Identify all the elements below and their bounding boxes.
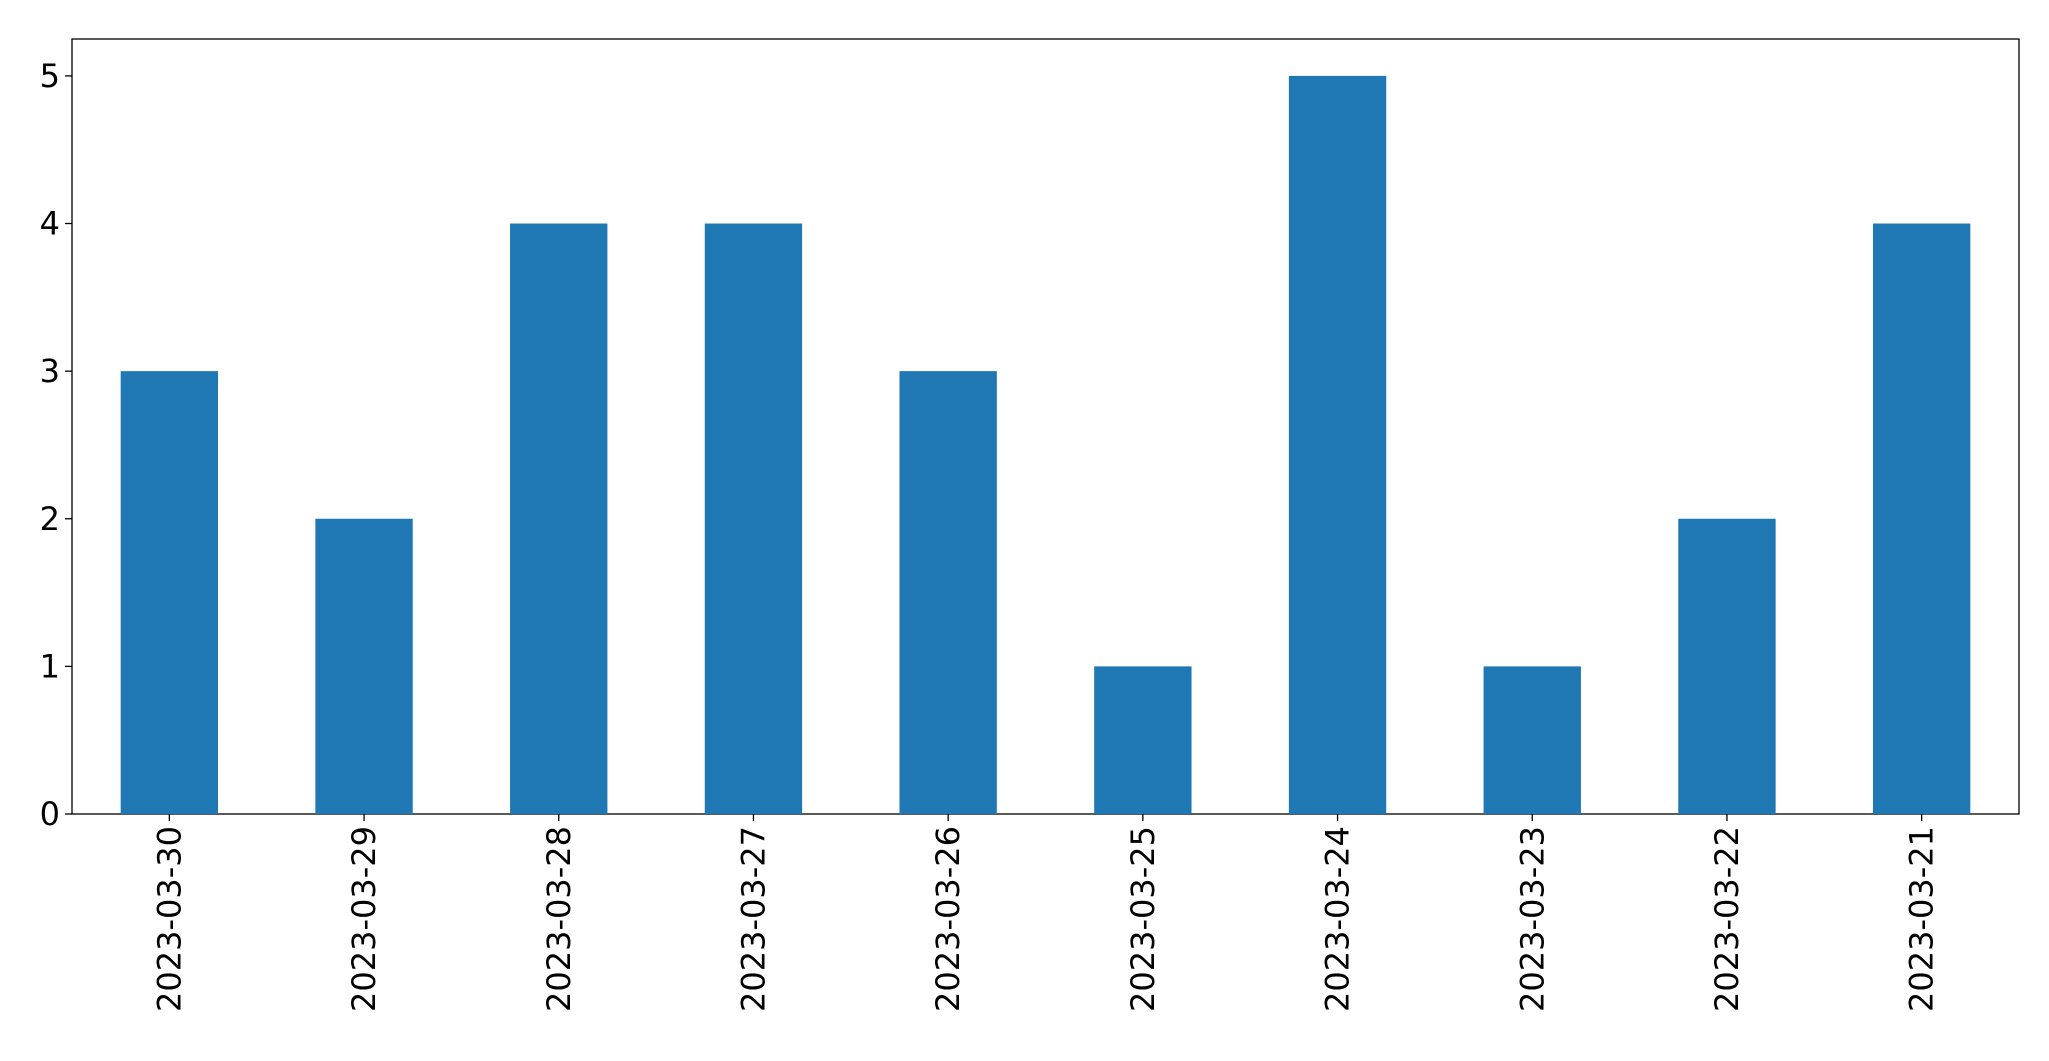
x-tick-label: 2023-03-28 bbox=[540, 826, 578, 1012]
x-tick-label: 2023-03-26 bbox=[929, 826, 967, 1012]
y-tick-label: 2 bbox=[40, 500, 60, 538]
bar bbox=[1872, 223, 1971, 814]
x-tick-label: 2023-03-27 bbox=[734, 826, 772, 1012]
x-tick-label: 2023-03-24 bbox=[1319, 826, 1357, 1012]
plot-frame bbox=[71, 38, 2020, 815]
bar bbox=[315, 518, 413, 814]
bar bbox=[120, 371, 219, 814]
x-tick-label: 2023-03-29 bbox=[345, 826, 383, 1012]
x-tick-label: 2023-03-25 bbox=[1124, 826, 1162, 1012]
bar bbox=[1288, 75, 1387, 814]
x-tick-label: 2023-03-22 bbox=[1708, 826, 1746, 1012]
bar bbox=[510, 223, 608, 814]
x-tick-label: 2023-03-23 bbox=[1513, 826, 1551, 1012]
bar bbox=[1094, 666, 1192, 814]
y-tick-label: 5 bbox=[40, 57, 60, 95]
bar bbox=[1678, 518, 1776, 814]
bar bbox=[1483, 666, 1581, 814]
x-tick-label: 2023-03-21 bbox=[1903, 826, 1941, 1012]
bar bbox=[899, 371, 997, 814]
y-tick-label: 1 bbox=[40, 647, 60, 685]
y-tick-label: 4 bbox=[40, 205, 60, 243]
y-tick-label: 0 bbox=[40, 795, 60, 833]
y-tick-label: 3 bbox=[40, 352, 60, 390]
bar bbox=[704, 223, 803, 814]
x-tick-label: 2023-03-30 bbox=[150, 826, 188, 1012]
